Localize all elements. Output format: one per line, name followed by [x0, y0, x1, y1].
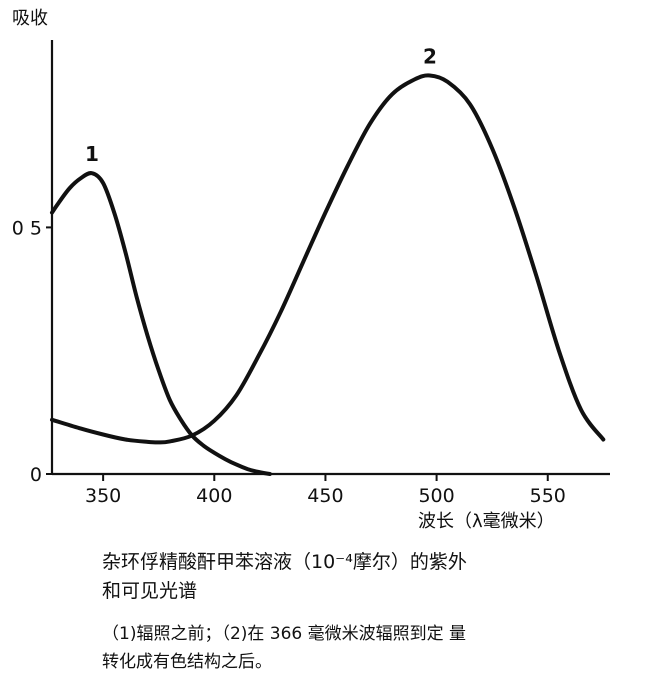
series-line-2 [50, 73, 606, 445]
x-ticks: 350 400 450 500 550 [85, 474, 566, 507]
figure-caption: 杂环俘精酸酐甲苯溶液（10⁻⁴摩尔）的紫外 和可见光谱 [102, 548, 642, 606]
figure-note: （1)辐照之前；（2)在 366 毫微米波辐照到定 量 转化成有色结构之后。 [102, 620, 642, 676]
y-axis-title: 吸收 [12, 8, 48, 29]
y-tick-label-1: 0 5 [12, 217, 42, 239]
caption-line-1: 杂环俘精酸酐甲苯溶液（10⁻⁴摩尔）的紫外 [102, 551, 467, 573]
x-tick-label-400: 400 [196, 485, 232, 507]
x-tick-label-350: 350 [85, 485, 121, 507]
note-line-1: （1)辐照之前；（2)在 366 毫微米波辐照到定 量 [102, 624, 467, 644]
series-label-1: 1 [85, 142, 99, 166]
note-line-2: 转化成有色结构之后。 [102, 652, 272, 672]
x-axis-title: 波长（λ毫微米） [418, 511, 555, 532]
series-label-2: 2 [423, 45, 437, 69]
x-tick-label-550: 550 [530, 485, 566, 507]
series-line-1 [50, 171, 272, 476]
y-tick-label-0: 0 [30, 464, 42, 486]
absorption-spectrum-chart: 吸收 00 5 350 400 450 500 550 12 波长（λ毫微米） [12, 8, 610, 532]
caption-line-2: 和可见光谱 [102, 580, 198, 602]
y-ticks: 0 0 5 [12, 217, 52, 486]
x-tick-label-450: 450 [307, 485, 343, 507]
series-layer: 12 [50, 45, 606, 476]
x-tick-label-500: 500 [418, 485, 454, 507]
